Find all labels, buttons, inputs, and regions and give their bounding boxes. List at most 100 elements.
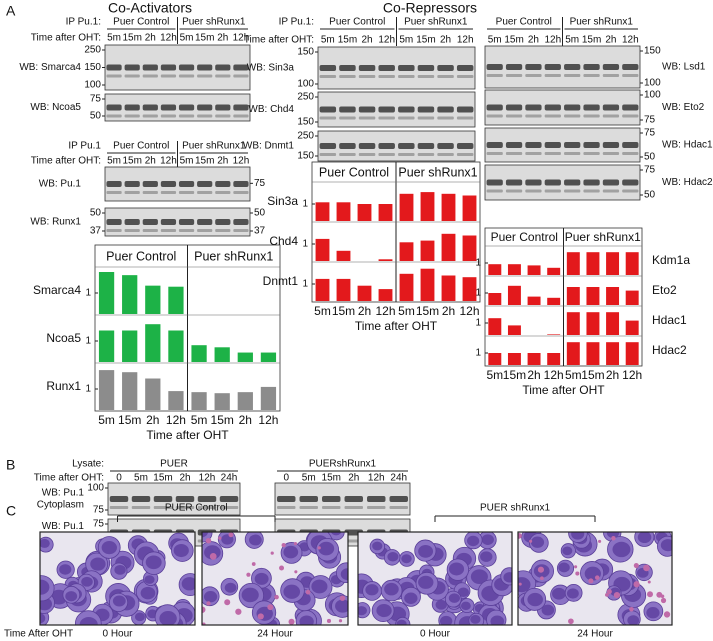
- bar: [214, 347, 230, 362]
- blot-band: [319, 75, 337, 78]
- blot-band: [525, 74, 542, 77]
- blot-band: [142, 104, 158, 111]
- mw-marker: 75: [644, 165, 656, 176]
- blot-band: [622, 189, 639, 193]
- granule: [281, 543, 286, 548]
- bar: [527, 296, 541, 305]
- blot-label: WB: Pu.1: [39, 179, 82, 190]
- blot-band: [564, 179, 581, 186]
- nucleus: [470, 614, 481, 624]
- bar: [462, 235, 477, 261]
- bar: [378, 259, 393, 261]
- blot-band: [299, 496, 318, 502]
- bar: [168, 286, 184, 314]
- blot-band: [233, 229, 249, 232]
- nucleus: [541, 604, 555, 616]
- blot-band: [197, 506, 217, 509]
- blot-band: [319, 143, 337, 149]
- blot-label: WB: Sin3a: [247, 63, 295, 74]
- blot-band: [215, 104, 231, 111]
- blot-band: [564, 64, 581, 70]
- granule: [611, 536, 616, 541]
- bar: [441, 233, 456, 261]
- blot-band: [178, 74, 195, 78]
- granule: [660, 594, 665, 599]
- blot-band: [142, 229, 158, 232]
- blot-band: [525, 104, 542, 111]
- bar: [399, 273, 414, 301]
- y-tick-label: 1: [302, 239, 308, 250]
- micrograph-frame: [517, 531, 673, 626]
- y-tick-label: 1: [475, 288, 481, 299]
- blot-band: [131, 496, 151, 502]
- blot-band: [622, 152, 639, 155]
- bar: [420, 268, 435, 301]
- lane-label: 12h: [457, 35, 474, 46]
- cells: [358, 532, 512, 625]
- blot-band: [322, 496, 341, 502]
- section-title: Co-Activators: [108, 0, 192, 16]
- group-label: Puer Control: [491, 230, 558, 244]
- lane-label: 2h: [440, 35, 451, 46]
- granule: [235, 608, 242, 615]
- blot-band: [124, 191, 140, 194]
- blot-band: [106, 74, 122, 78]
- mw-marker: 150: [644, 46, 661, 57]
- lane-label: 15m: [338, 35, 357, 46]
- nucleus: [159, 611, 177, 625]
- blot-band: [378, 65, 395, 71]
- blot-band: [153, 506, 173, 509]
- blot-band: [215, 181, 231, 187]
- nucleus: [467, 535, 480, 547]
- blot-band: [378, 75, 395, 78]
- blot-band: [109, 496, 129, 502]
- blot-band: [142, 64, 158, 71]
- blot-band: [544, 142, 561, 148]
- bar: [566, 312, 580, 335]
- blot-label: WB: Pu.1: [42, 521, 85, 532]
- nucleus: [418, 575, 434, 589]
- section-title: Co-Repressors: [383, 0, 477, 16]
- blot-band: [233, 64, 249, 71]
- blot-band: [505, 189, 523, 193]
- blot-band: [197, 496, 217, 502]
- granule: [202, 606, 206, 613]
- time-label: Time after OHT:: [31, 33, 101, 44]
- blot: [274, 482, 411, 516]
- blot-band: [131, 506, 151, 509]
- x-tick-label: 15m: [581, 368, 604, 382]
- bar: [122, 372, 138, 410]
- nucleus: [396, 619, 407, 625]
- blot-band: [142, 74, 158, 78]
- blot-band: [378, 143, 395, 149]
- blot-band: [215, 74, 231, 78]
- nucleus: [59, 564, 72, 575]
- granule: [218, 536, 222, 540]
- group-label: PUER: [160, 459, 188, 470]
- bar: [547, 297, 561, 305]
- bar: [315, 278, 330, 301]
- cells: [40, 532, 195, 625]
- blot-band: [124, 104, 140, 111]
- blot-band: [339, 153, 356, 156]
- mw-marker: 150: [297, 47, 314, 58]
- x-tick-label: 12h: [166, 413, 186, 427]
- group-label: Puer shRunx1: [565, 230, 641, 244]
- blot-band: [319, 65, 337, 71]
- nucleus: [384, 582, 399, 596]
- nucleus: [224, 582, 237, 593]
- blot-band: [583, 152, 600, 155]
- blot-band: [197, 74, 213, 78]
- granule: [293, 542, 298, 546]
- blot-band: [486, 104, 503, 111]
- bar: [507, 325, 521, 335]
- lane-label: 5m: [134, 473, 148, 484]
- blot-band: [544, 104, 561, 111]
- blot-label: WB: Smarca4: [19, 62, 81, 73]
- granule: [224, 599, 231, 606]
- lane-label: 2h: [605, 35, 616, 46]
- granule: [202, 622, 206, 625]
- blot-band: [160, 219, 177, 225]
- y-tick-label: 1: [475, 258, 481, 269]
- blot-band: [153, 496, 173, 502]
